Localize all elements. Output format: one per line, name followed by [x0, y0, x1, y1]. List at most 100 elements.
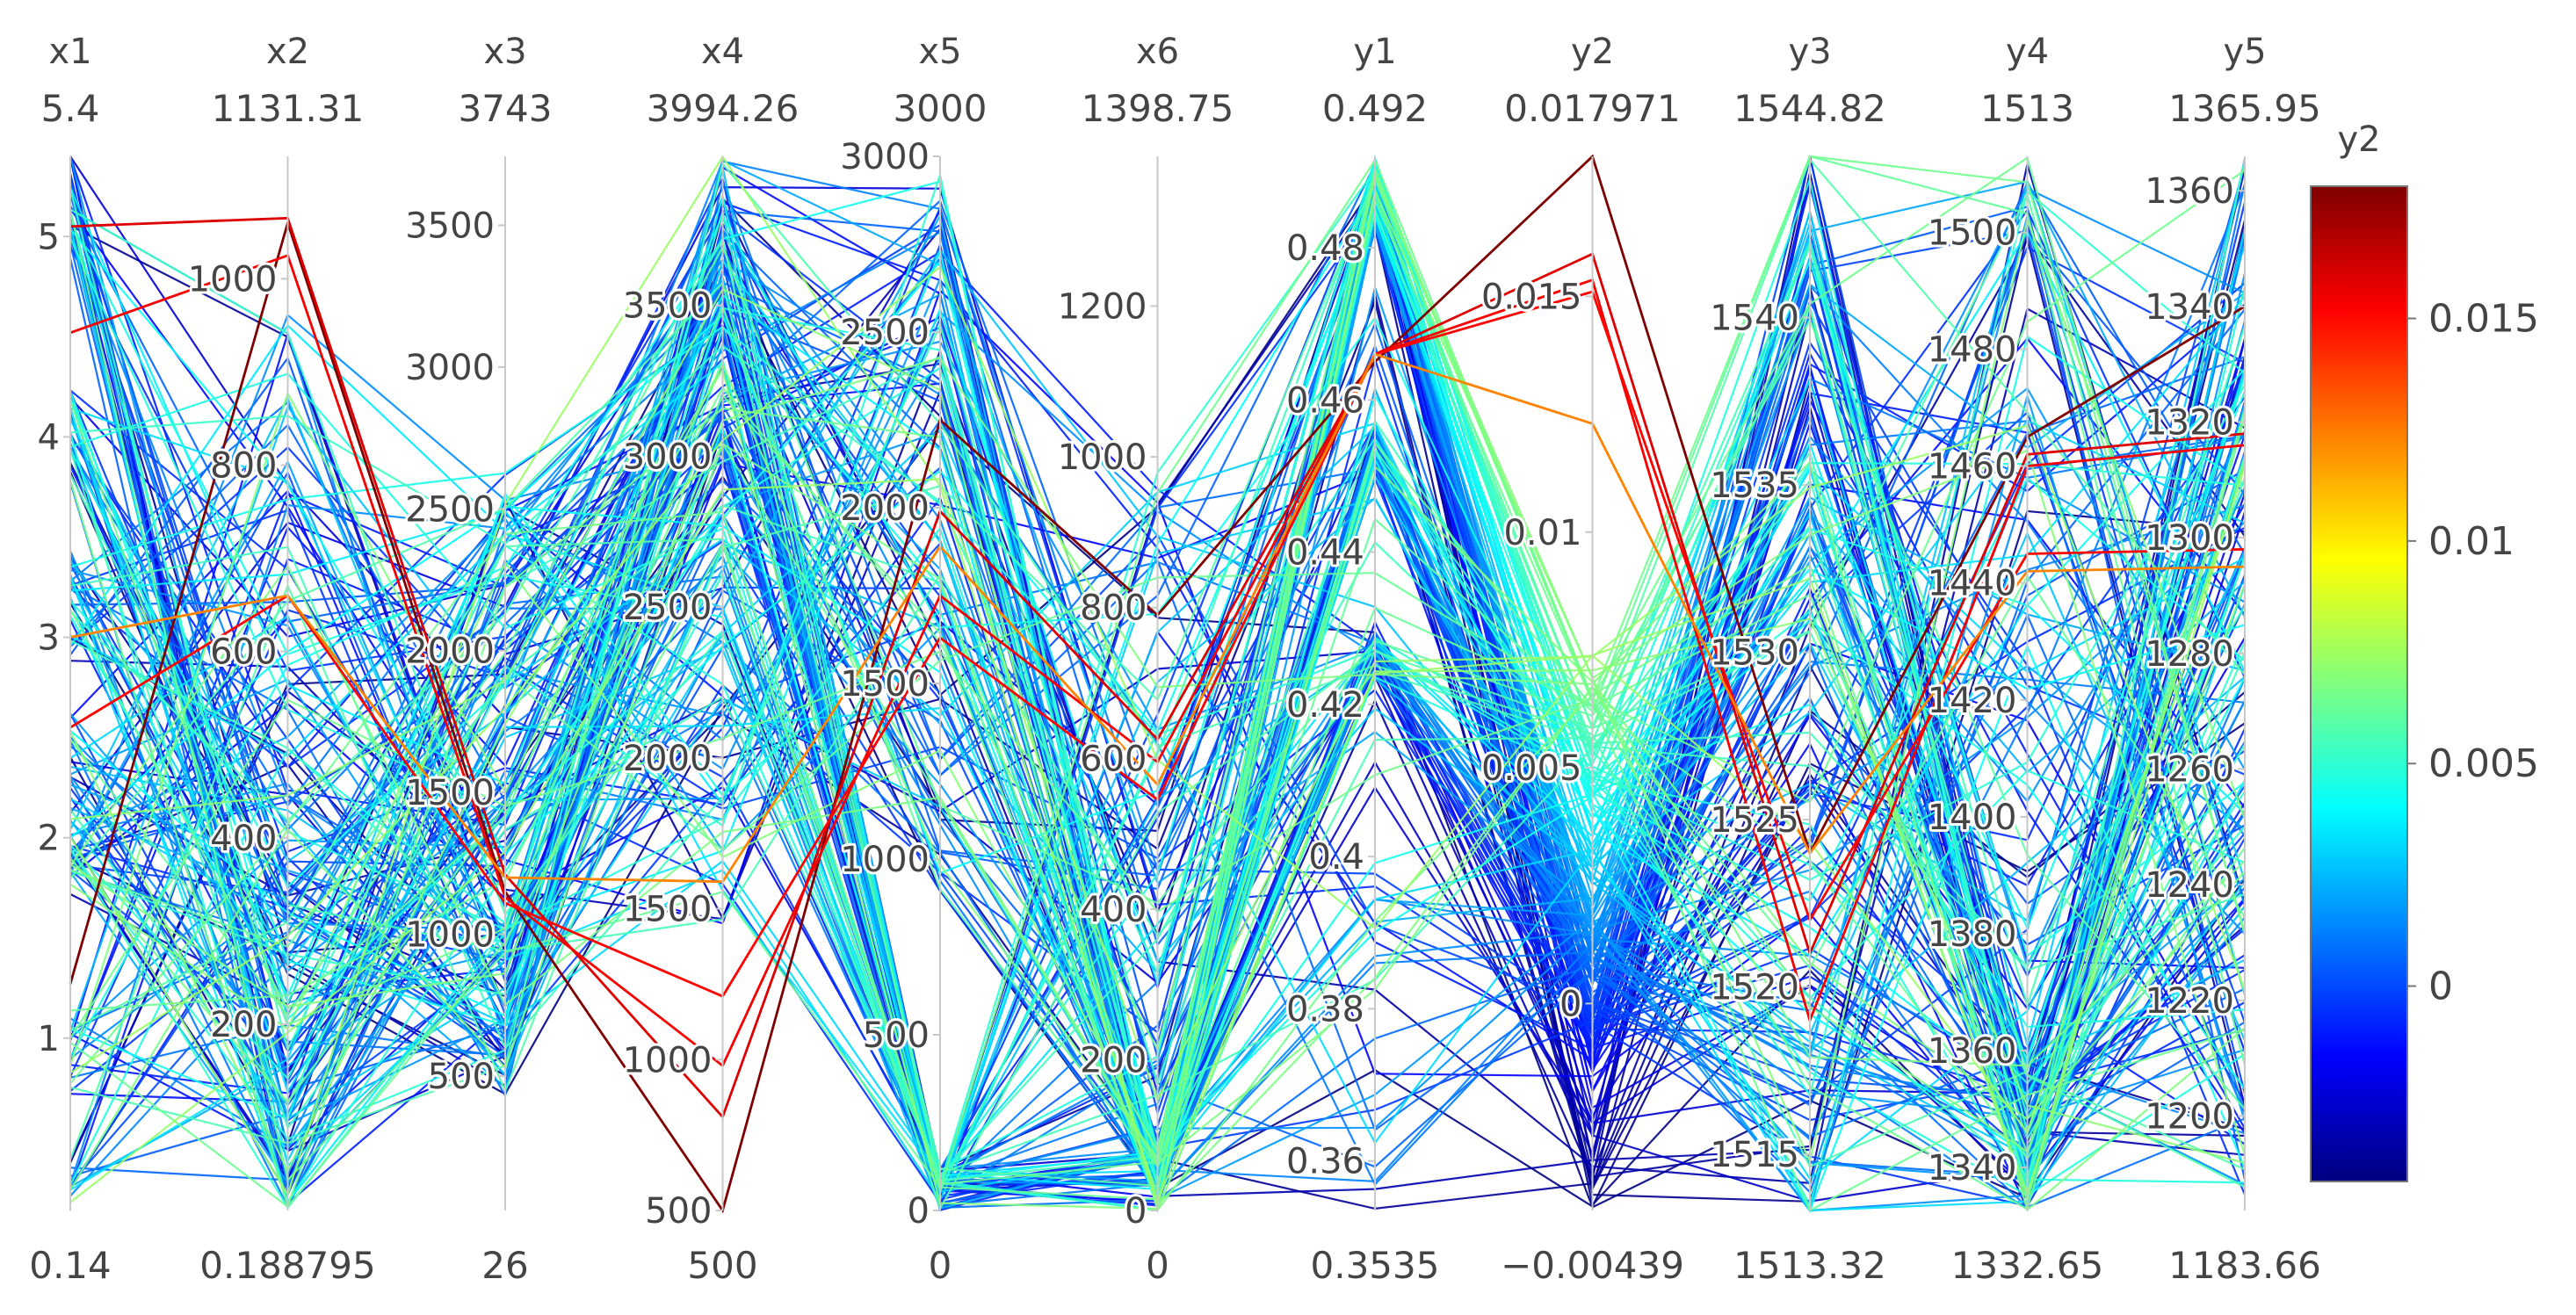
- tick-label-y4-6: 1460: [1928, 447, 2017, 488]
- axis-min-y3: 1513.32: [1733, 1244, 1886, 1287]
- axis-min-x3: 26: [481, 1244, 528, 1287]
- tick-label-x3-4: 2500: [405, 489, 495, 530]
- tick-label-x6-2: 400: [1080, 890, 1147, 930]
- tick-label-y5-0: 1200: [2145, 1096, 2234, 1137]
- tick-label-x5-4: 2000: [840, 488, 930, 529]
- axis-min-x4: 500: [687, 1244, 757, 1287]
- colorbar-title: y2: [2337, 119, 2380, 160]
- tick-label-y2-3: 0.015: [1481, 277, 1582, 317]
- tick-label-y4-5: 1440: [1928, 564, 2017, 604]
- tick-label-y1-6: 0.48: [1286, 228, 1364, 269]
- tick-label-x2-4: 1000: [188, 259, 278, 300]
- axis-max-y3: 1544.82: [1733, 87, 1886, 130]
- axis-min-y2: −0.00439: [1501, 1244, 1684, 1287]
- tick-label-y4-8: 1500: [1928, 213, 2017, 253]
- axis-title-y5: y5: [2223, 32, 2266, 72]
- tick-label-x3-5: 3000: [405, 348, 495, 388]
- tick-label-x1-2: 3: [38, 618, 60, 659]
- tick-label-y4-2: 1380: [1928, 914, 2017, 955]
- axis-x2: x2 1131.31 0.188795 200 400 600 800 1000: [185, 32, 376, 1287]
- tick-label-y3-3: 1530: [1710, 633, 1799, 674]
- tick-label-x4-6: 3500: [623, 286, 713, 327]
- axis-y1: y1 0.492 0.3535 0.36 0.38 0.4 0.42 0.44 0.46 0.48: [1284, 32, 1440, 1287]
- tick-label-y5-3: 1260: [2145, 749, 2234, 790]
- tick-label-y3-5: 1540: [1710, 299, 1799, 339]
- tick-label-x2-1: 400: [210, 819, 277, 859]
- axis-title-y3: y3: [1788, 32, 1831, 72]
- axis-max-x2: 1131.31: [212, 87, 365, 130]
- axis-max-y4: 1513: [1980, 87, 2074, 130]
- axis-title-x5: x5: [918, 32, 961, 72]
- axis-title-x1: x1: [48, 32, 91, 72]
- tick-label-x4-5: 3000: [623, 437, 713, 477]
- axis-max-x5: 3000: [894, 87, 988, 130]
- axis-max-x1: 5.4: [41, 87, 100, 130]
- tick-label-x6-1: 200: [1080, 1040, 1147, 1080]
- tick-label-x4-1: 1000: [623, 1040, 713, 1080]
- axis-x4: x4 3994.26 500 500 1000 1500 2000 2500 3000 3500: [620, 32, 800, 1287]
- axis-y4: y4 1513 1332.65 1340 1360 1380 1400 1420 1440 146…: [1925, 32, 2104, 1287]
- tick-label-x1-3: 4: [38, 417, 60, 458]
- tick-label-y1-2: 0.4: [1308, 837, 1364, 878]
- colorbar-tick-label-3: 0.015: [2428, 297, 2539, 342]
- tick-label-y5-2: 1240: [2145, 865, 2234, 906]
- tick-label-y1-5: 0.46: [1286, 380, 1364, 421]
- tick-label-y2-0: 0: [1559, 984, 1581, 1024]
- axis-y2: y2 0.017971 −0.00439 0 0.005 0.01 0.015: [1479, 32, 1684, 1287]
- axis-title-x4: x4: [701, 32, 744, 72]
- tick-label-y5-4: 1280: [2145, 634, 2234, 675]
- tick-label-x1-1: 2: [38, 819, 60, 859]
- tick-label-x3-6: 3500: [405, 206, 495, 246]
- colorbar-tick-label-1: 0.005: [2428, 741, 2539, 786]
- axis-max-x4: 3994.26: [647, 87, 800, 130]
- axis-title-x6: x6: [1136, 32, 1179, 72]
- tick-label-y1-4: 0.44: [1286, 533, 1364, 574]
- tick-label-x6-0: 0: [1125, 1191, 1147, 1232]
- axes-layer: x1 5.4 0.14 1 2 3 4 5 x2 1131.31 0.188795 200 400 600…: [29, 32, 2321, 1287]
- tick-label-y4-1: 1360: [1928, 1031, 2017, 1072]
- colorbar: y2 0 0.005 0.01 0.015: [2310, 119, 2539, 1182]
- tick-label-y5-6: 1320: [2145, 402, 2234, 443]
- tick-label-y5-5: 1300: [2145, 518, 2234, 559]
- tick-label-y2-1: 0.005: [1481, 748, 1582, 789]
- colorbar-tick-label-0: 0: [2428, 965, 2453, 1009]
- tick-label-x6-4: 800: [1080, 589, 1147, 629]
- tick-label-x6-5: 1000: [1058, 437, 1147, 478]
- tick-label-y4-4: 1420: [1928, 681, 2017, 721]
- tick-label-x4-2: 1500: [623, 890, 713, 930]
- tick-label-x4-4: 2500: [623, 588, 713, 628]
- tick-label-x5-3: 1500: [840, 664, 930, 704]
- axis-x6: x6 1398.75 0 0 200 400 600 800 1000 1200: [1055, 32, 1234, 1287]
- axis-min-x5: 0: [929, 1244, 952, 1287]
- axis-min-y1: 0.3535: [1311, 1244, 1440, 1287]
- tick-label-x1-0: 1: [38, 1019, 60, 1059]
- tick-label-y4-0: 1340: [1928, 1148, 2017, 1189]
- tick-label-x3-0: 500: [428, 1057, 495, 1097]
- tick-label-y3-2: 1525: [1710, 800, 1799, 841]
- axis-x1: x1 5.4 0.14 1 2 3 4 5: [29, 32, 112, 1287]
- axis-x5: x5 3000 0 0 500 1000 1500 2000 2500 3000: [837, 32, 988, 1287]
- tick-label-x5-5: 2500: [840, 313, 930, 353]
- axis-title-x3: x3: [483, 32, 526, 72]
- tick-label-y3-1: 1520: [1710, 968, 1799, 1008]
- axis-title-y1: y1: [1353, 32, 1396, 72]
- tick-label-y1-1: 0.38: [1286, 989, 1364, 1030]
- axis-max-y1: 0.492: [1322, 87, 1428, 130]
- colorbar-gradient: [2310, 185, 2408, 1182]
- tick-label-y5-7: 1340: [2145, 287, 2234, 328]
- tick-label-y1-3: 0.42: [1286, 685, 1364, 726]
- tick-label-x5-1: 500: [863, 1015, 930, 1056]
- tick-label-x6-6: 1200: [1058, 287, 1147, 328]
- tick-label-x4-0: 500: [645, 1191, 712, 1232]
- tick-label-y2-2: 0.01: [1503, 513, 1581, 553]
- tick-label-x3-2: 1500: [405, 773, 495, 813]
- tick-label-x3-1: 1000: [405, 915, 495, 956]
- axis-title-x2: x2: [266, 32, 309, 72]
- axis-min-x2: 0.188795: [199, 1244, 375, 1287]
- tick-label-y1-0: 0.36: [1286, 1142, 1364, 1182]
- axis-max-x6: 1398.75: [1082, 87, 1234, 130]
- axis-x3: x3 3743 26 500 1000 1500 2000 2500 3000 3500: [402, 32, 552, 1287]
- tick-label-y5-1: 1220: [2145, 981, 2234, 1022]
- tick-label-y3-4: 1535: [1710, 466, 1799, 506]
